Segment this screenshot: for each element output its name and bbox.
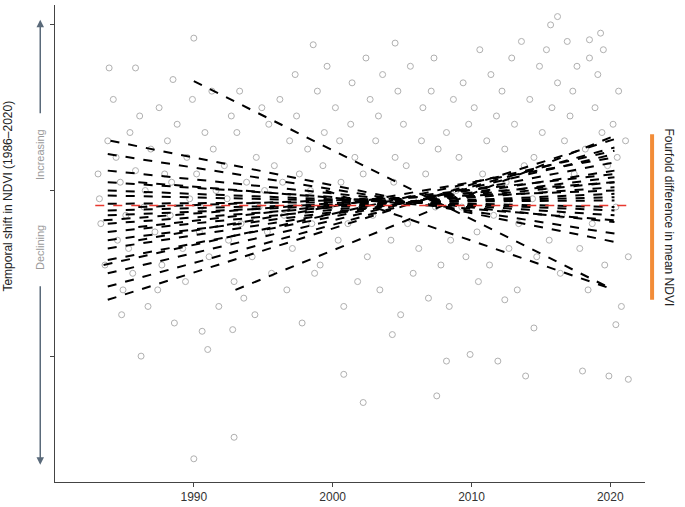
svg-text:2000: 2000 [319,490,346,504]
svg-text:1990: 1990 [180,490,207,504]
svg-text:Declining: Declining [34,225,46,270]
svg-text:Fourfold difference in mean ND: Fourfold difference in mean NDVI [662,128,676,306]
svg-text:2010: 2010 [458,490,485,504]
svg-text:2020: 2020 [597,490,624,504]
svg-text:Increasing: Increasing [34,129,46,180]
svg-text:Temporal shift in NDVI (1986–2: Temporal shift in NDVI (1986–2020) [1,101,15,292]
